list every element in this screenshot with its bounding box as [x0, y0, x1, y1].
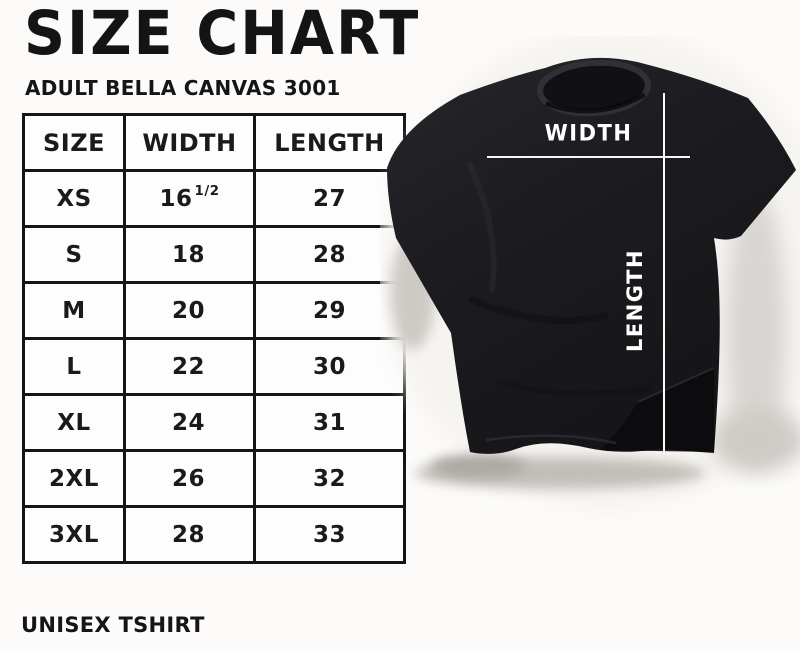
- size-cell: XS: [22, 169, 126, 228]
- fabric-wrinkles: [467, 162, 653, 445]
- length-cell: 30: [253, 337, 406, 396]
- fraction: 1/2: [194, 183, 220, 199]
- table-row: XL 24 31: [22, 393, 406, 452]
- length-cell: 27: [253, 169, 406, 228]
- table-row: M 20 29: [22, 281, 406, 340]
- table-row: S 18 28: [22, 225, 406, 284]
- width-cell: 20: [123, 281, 256, 340]
- length-cell: 33: [253, 505, 406, 564]
- width-cell: 26: [123, 449, 256, 508]
- size-cell: 2XL: [22, 449, 126, 508]
- size-cell: S: [22, 225, 126, 284]
- size-cell: XL: [22, 393, 126, 452]
- tshirt-shadow: [391, 190, 800, 489]
- size-cell: 3XL: [22, 505, 126, 564]
- table-row: XS 16 1/2 27: [22, 169, 406, 228]
- length-cell: 29: [253, 281, 406, 340]
- fabric-fold: [600, 368, 714, 452]
- page-title: SIZE CHART: [24, 0, 421, 69]
- length-label: LENGTH: [623, 248, 647, 352]
- table-row: 3XL 28 33: [22, 505, 406, 564]
- tshirt-collar: [537, 59, 651, 117]
- tshirt-photo: [380, 36, 800, 510]
- table-row: 2XL 26 32: [22, 449, 406, 508]
- column-header-size: SIZE: [22, 113, 126, 172]
- size-cell: L: [22, 337, 126, 396]
- width-label: WIDTH: [544, 120, 633, 146]
- length-cell: 31: [253, 393, 406, 452]
- fold-highlight: [637, 367, 715, 403]
- width-measure-line: [487, 156, 690, 158]
- column-header-width: WIDTH: [123, 113, 256, 172]
- width-cell: 18: [123, 225, 256, 284]
- footer-label: UNISEX TSHIRT: [21, 613, 205, 637]
- page-subtitle: ADULT BELLA CANVAS 3001: [25, 76, 341, 100]
- width-cell: 24: [123, 393, 256, 452]
- column-header-length: LENGTH: [253, 113, 406, 172]
- width-cell: 22: [123, 337, 256, 396]
- table-row: L 22 30: [22, 337, 406, 396]
- width-cell: 28: [123, 505, 256, 564]
- width-cell: 16 1/2: [123, 169, 256, 228]
- size-chart-table: SIZE WIDTH LENGTH XS 16 1/2 27 S 18 28 M …: [22, 113, 406, 564]
- size-cell: M: [22, 281, 126, 340]
- table-header-row: SIZE WIDTH LENGTH: [22, 113, 406, 172]
- length-cell: 32: [253, 449, 406, 508]
- length-measure-line: [663, 93, 665, 455]
